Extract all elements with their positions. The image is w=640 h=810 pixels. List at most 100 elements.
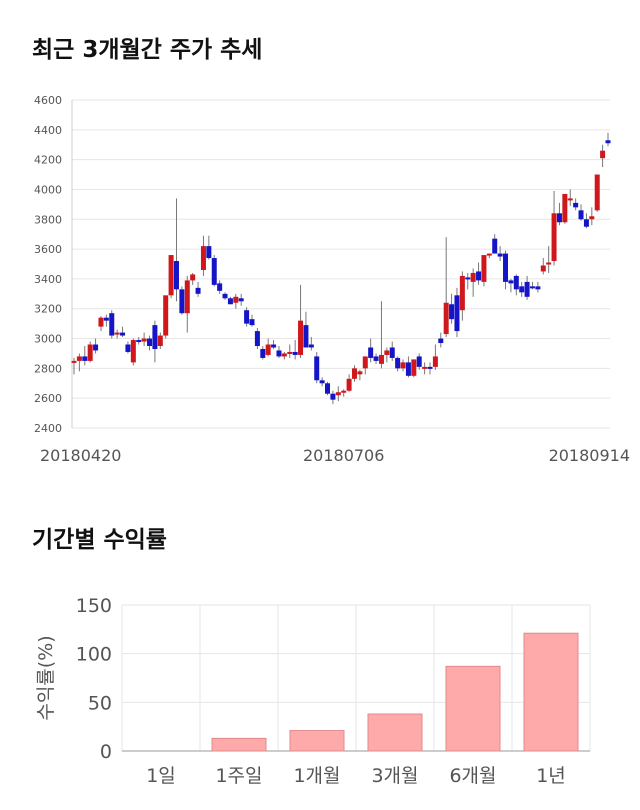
candle-up: [157, 335, 163, 346]
candle-up: [443, 302, 449, 335]
candle-down: [449, 304, 455, 320]
candle-up: [233, 296, 239, 303]
return-bar: [289, 730, 345, 752]
candle-up: [551, 213, 557, 262]
candle-down: [244, 310, 250, 324]
candle-up: [378, 354, 384, 364]
candle-down: [405, 362, 411, 376]
price-x-tick-label: 20180420: [40, 446, 121, 465]
candle-down: [416, 356, 422, 367]
candle-down: [476, 271, 482, 281]
return-y-tick-label: 100: [76, 644, 112, 666]
candle-down: [497, 253, 503, 257]
candle-up: [71, 360, 77, 363]
candle-down: [325, 383, 331, 394]
candle-down: [238, 298, 244, 302]
candle-down: [249, 319, 255, 326]
candle-down: [465, 277, 471, 280]
candle-down: [103, 317, 109, 321]
price-y-tick-label: 4600: [34, 94, 62, 107]
candle-up: [351, 368, 357, 379]
return-x-tick-label: 1년: [536, 765, 566, 787]
candle-up: [184, 280, 190, 314]
price-y-tick-label: 2400: [34, 422, 62, 435]
candle-down: [173, 261, 179, 290]
price-y-tick-label: 3800: [34, 213, 62, 226]
candle-down: [152, 325, 158, 349]
candle-up: [594, 174, 600, 211]
candle-down: [578, 210, 584, 220]
candle-down: [260, 348, 266, 358]
candle-down: [195, 287, 201, 294]
return-x-tick-label: 6개월: [449, 765, 496, 787]
candle-up: [600, 150, 606, 159]
candle-up: [346, 378, 352, 391]
candle-up: [114, 332, 120, 335]
candle-down: [330, 393, 336, 400]
price-y-tick-label: 2600: [34, 392, 62, 405]
candle-down: [147, 338, 153, 346]
candle-down: [529, 286, 535, 289]
candle-down: [308, 344, 314, 348]
candle-down: [556, 213, 562, 223]
candle-down: [276, 350, 282, 357]
candle-down: [292, 351, 298, 355]
candle-down: [454, 295, 460, 332]
return-x-tick-label: 3개월: [371, 765, 418, 787]
candle-up: [281, 353, 287, 357]
candle-down: [513, 275, 519, 290]
candle-up: [141, 338, 147, 342]
price-y-tick-label: 2800: [34, 362, 62, 375]
price-y-tick-label: 4000: [34, 183, 62, 196]
candle-up: [411, 359, 417, 376]
candle-down: [120, 332, 126, 336]
candle-up: [384, 350, 390, 355]
candle-up: [335, 392, 341, 396]
price-y-tick-label: 4400: [34, 124, 62, 137]
candle-down: [222, 293, 228, 299]
candle-down: [519, 286, 525, 293]
candle-down: [524, 281, 530, 297]
candle-down: [271, 344, 277, 348]
return-x-tick-label: 1주일: [215, 765, 262, 787]
candle-down: [179, 289, 185, 314]
candle-up: [481, 255, 487, 282]
candle-up: [486, 253, 492, 256]
candle-up: [76, 356, 82, 361]
candle-down: [508, 280, 514, 284]
candle-down: [227, 298, 233, 305]
candle-up: [98, 317, 104, 327]
candle-up: [265, 344, 271, 355]
candle-down: [93, 344, 99, 351]
candle-down: [427, 366, 433, 369]
return-x-tick-label: 1개월: [293, 765, 340, 787]
candle-down: [217, 283, 223, 291]
candle-up: [589, 216, 595, 220]
candle-down: [206, 246, 212, 259]
return-bar: [367, 713, 423, 752]
candle-down: [314, 356, 320, 381]
candle-up: [540, 265, 546, 272]
candle-down: [368, 347, 374, 358]
price-y-tick-label: 3600: [34, 243, 62, 256]
candle-up: [357, 371, 363, 375]
price-y-tick-label: 3000: [34, 333, 62, 346]
candle-down: [136, 340, 142, 343]
candle-up: [163, 295, 169, 336]
candle-down: [605, 140, 611, 144]
candle-down: [503, 253, 509, 282]
price-x-tick-label: 20180914: [549, 446, 630, 465]
candle-down: [535, 286, 541, 290]
candle-up: [287, 351, 293, 354]
candle-up: [362, 356, 368, 369]
candle-up: [546, 262, 552, 265]
return-y-tick-label: 150: [76, 595, 112, 617]
candle-down: [303, 325, 309, 348]
candle-down: [109, 313, 115, 336]
candle-up: [200, 246, 206, 270]
candle-up: [298, 320, 304, 355]
period-return-bar-chart: 0 50 100 150 1일 1주일 1개월 3개월 6개월 1년 수익률(%): [35, 595, 591, 787]
period-return-title: 기간별 수익률: [32, 527, 167, 553]
return-y-tick-label: 0: [100, 741, 112, 763]
candle-up: [400, 362, 406, 369]
